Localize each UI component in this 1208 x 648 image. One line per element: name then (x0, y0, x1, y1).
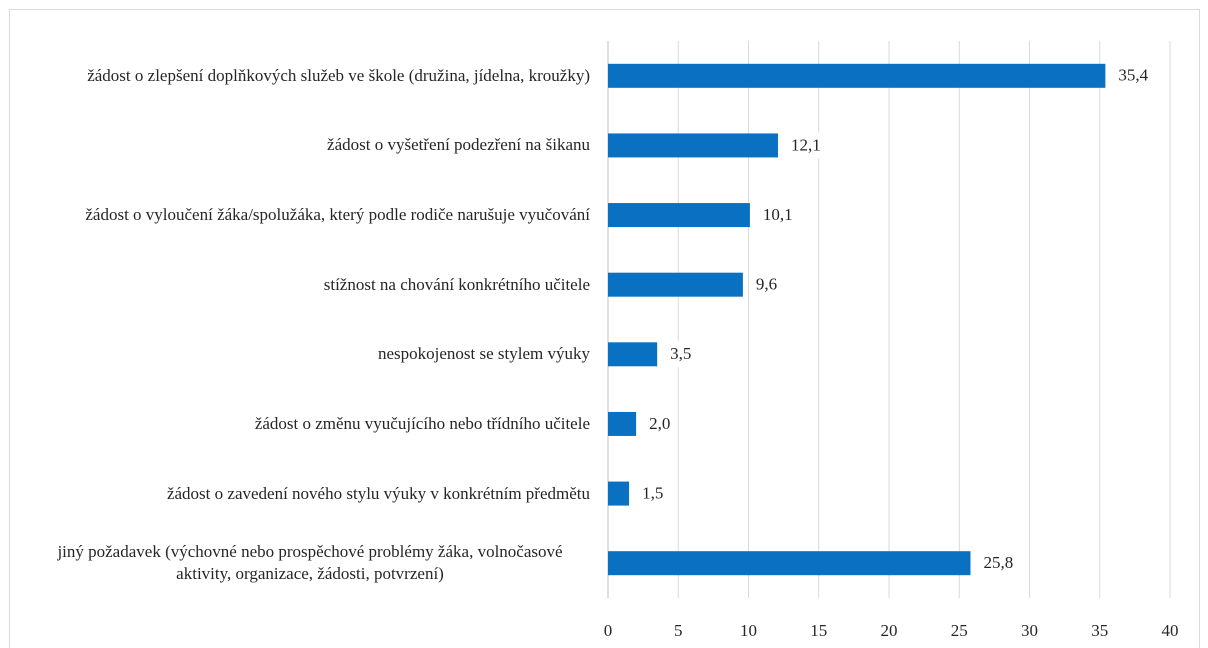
x-tick-label: 25 (951, 621, 968, 640)
y-tick-label: žádost o zlepšení doplňkových služeb ve … (87, 65, 590, 85)
value-label: 35,4 (1118, 66, 1148, 85)
x-tick-label: 5 (674, 621, 683, 640)
bar (608, 203, 750, 228)
value-label-bg (1111, 62, 1156, 89)
bar (608, 342, 658, 367)
x-tick-label: 35 (1091, 621, 1108, 640)
frame (9, 9, 1200, 648)
bar (608, 411, 637, 436)
x-tick-label: 0 (604, 621, 613, 640)
y-tick-label: žádost o vyšetření podezření na šikanu (327, 135, 590, 155)
bar (608, 481, 630, 506)
y-tick-label: stížnost na chování konkrétního učitele (323, 274, 590, 294)
value-label: 12,1 (791, 135, 821, 154)
value-label-bg (976, 550, 1021, 577)
bar (608, 272, 743, 297)
category-label-box: žádost o změnu vyučujícího nebo třídního… (20, 413, 590, 435)
value-label-bg (635, 480, 671, 507)
y-tick-label: nespokojenost se stylem výuky (377, 344, 590, 364)
category-label-box: stížnost na chování konkrétního učitele (20, 274, 590, 296)
y-tick-label: žádost o vyloučení žáka/spolužáka, který… (85, 205, 590, 225)
bar (608, 63, 1106, 88)
value-label-bg (642, 410, 678, 437)
x-tick-label: 15 (810, 621, 827, 640)
category-label-box: žádost o vyšetření podezření na šikanu (20, 134, 590, 156)
x-tick-label: 20 (881, 621, 898, 640)
bar (608, 133, 779, 158)
x-tick-label: 40 (1162, 621, 1179, 640)
value-label: 9,6 (756, 275, 777, 294)
value-label-bg (748, 271, 785, 298)
value-label: 1,5 (642, 483, 663, 502)
value-label-bg (663, 341, 699, 368)
y-tick-label: žádost o změnu vyučujícího nebo třídního… (254, 413, 590, 433)
bar (608, 551, 971, 576)
category-label-box: žádost o zlepšení doplňkových služeb ve … (20, 65, 590, 87)
category-label-box: žádost o vyloučení žáka/spolužáka, který… (20, 204, 590, 226)
value-label: 3,5 (670, 344, 691, 363)
x-tick-label: 30 (1021, 621, 1038, 640)
category-label-box: nespokojenost se stylem výuky (20, 343, 590, 365)
y-tick-label: jiný požadavek (výchovné nebo prospěchov… (57, 542, 563, 584)
value-label: 2,0 (649, 414, 670, 433)
category-label-box: žádost o zavedení nového stylu výuky v k… (20, 483, 590, 505)
category-label-box: jiný požadavek (výchovné nebo prospěchov… (20, 541, 590, 585)
value-label-bg (784, 132, 828, 159)
x-tick-label: 10 (740, 621, 757, 640)
value-label: 25,8 (983, 553, 1013, 572)
value-label: 10,1 (763, 205, 793, 224)
value-label-bg (755, 202, 800, 229)
y-tick-label: žádost o zavedení nového stylu výuky v k… (166, 483, 590, 503)
